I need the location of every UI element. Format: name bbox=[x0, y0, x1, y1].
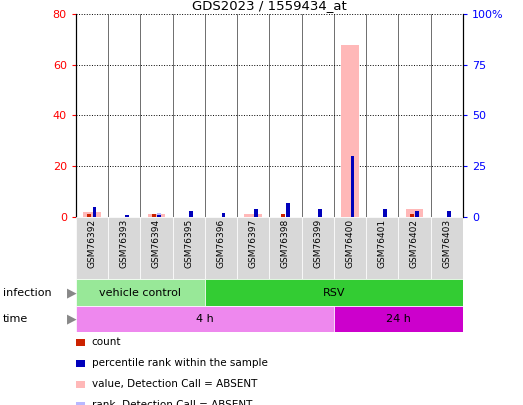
Bar bbox=[205, 279, 463, 306]
Text: GSM76398: GSM76398 bbox=[281, 219, 290, 268]
Bar bbox=[93, 209, 96, 217]
Bar bbox=[244, 214, 262, 217]
Bar bbox=[334, 217, 366, 279]
Text: ▶: ▶ bbox=[67, 286, 76, 299]
Bar bbox=[157, 213, 161, 217]
Bar bbox=[341, 45, 359, 217]
Bar bbox=[319, 209, 322, 217]
Bar bbox=[222, 213, 225, 217]
Bar bbox=[205, 217, 237, 279]
Bar bbox=[334, 306, 463, 332]
Bar bbox=[173, 217, 205, 279]
Text: count: count bbox=[92, 337, 121, 347]
Bar bbox=[406, 209, 423, 217]
Bar bbox=[157, 215, 161, 217]
Text: GSM76396: GSM76396 bbox=[217, 219, 225, 268]
Bar bbox=[125, 215, 129, 217]
Bar bbox=[447, 211, 451, 217]
Bar bbox=[87, 214, 92, 217]
Text: vehicle control: vehicle control bbox=[99, 288, 181, 298]
Title: GDS2023 / 1559434_at: GDS2023 / 1559434_at bbox=[192, 0, 347, 12]
Bar bbox=[269, 217, 302, 279]
Bar bbox=[93, 207, 96, 217]
Bar bbox=[76, 279, 205, 306]
Text: 24 h: 24 h bbox=[386, 314, 411, 324]
Text: GSM76400: GSM76400 bbox=[346, 219, 355, 268]
Bar bbox=[302, 217, 334, 279]
Text: GSM76394: GSM76394 bbox=[152, 219, 161, 268]
Bar bbox=[399, 217, 430, 279]
Text: GSM76393: GSM76393 bbox=[120, 219, 129, 268]
Bar bbox=[108, 217, 140, 279]
Text: GSM76401: GSM76401 bbox=[378, 219, 386, 268]
Text: percentile rank within the sample: percentile rank within the sample bbox=[92, 358, 267, 368]
Bar bbox=[350, 156, 355, 217]
Text: GSM76397: GSM76397 bbox=[249, 219, 258, 268]
Bar bbox=[147, 214, 165, 217]
Bar bbox=[189, 211, 193, 217]
Bar bbox=[254, 209, 258, 217]
Bar bbox=[83, 211, 101, 217]
Text: infection: infection bbox=[3, 288, 51, 298]
Text: GSM76399: GSM76399 bbox=[313, 219, 322, 268]
Bar bbox=[76, 306, 334, 332]
Bar bbox=[410, 214, 414, 217]
Text: RSV: RSV bbox=[323, 288, 345, 298]
Bar bbox=[366, 217, 399, 279]
Text: value, Detection Call = ABSENT: value, Detection Call = ABSENT bbox=[92, 379, 257, 389]
Text: GSM76403: GSM76403 bbox=[442, 219, 451, 268]
Text: GSM76402: GSM76402 bbox=[410, 219, 419, 268]
Bar bbox=[286, 202, 290, 217]
Bar bbox=[383, 209, 386, 217]
Text: 4 h: 4 h bbox=[196, 314, 214, 324]
Text: ▶: ▶ bbox=[67, 312, 76, 326]
Bar bbox=[76, 217, 108, 279]
Bar bbox=[152, 214, 156, 217]
Bar bbox=[415, 211, 419, 217]
Text: GSM76392: GSM76392 bbox=[87, 219, 96, 268]
Text: rank, Detection Call = ABSENT: rank, Detection Call = ABSENT bbox=[92, 401, 252, 405]
Bar bbox=[237, 217, 269, 279]
Bar bbox=[140, 217, 173, 279]
Bar bbox=[281, 214, 285, 217]
Text: GSM76395: GSM76395 bbox=[184, 219, 193, 268]
Bar bbox=[430, 217, 463, 279]
Text: time: time bbox=[3, 314, 28, 324]
